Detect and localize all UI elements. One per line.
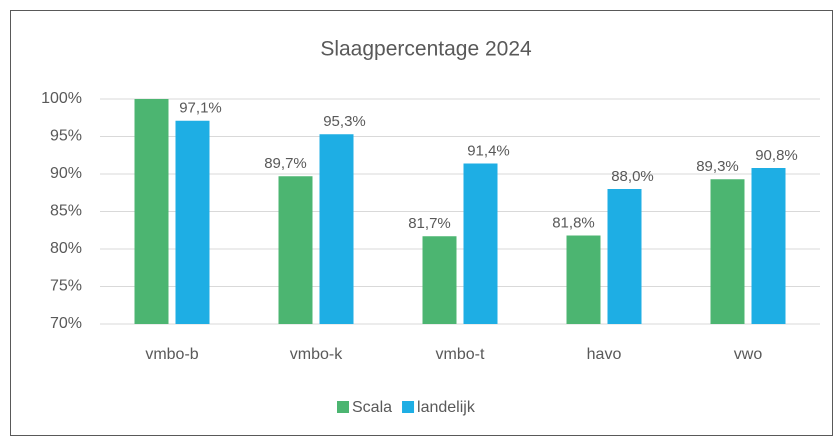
y-tick-label: 95%	[50, 128, 82, 145]
bar	[710, 179, 745, 324]
bar	[134, 99, 169, 324]
y-tick-label: 85%	[50, 203, 82, 220]
bar	[422, 236, 457, 324]
legend-label: landelijk	[417, 399, 476, 416]
bar	[319, 134, 354, 324]
bar	[463, 163, 498, 324]
x-tick-label: vmbo-b	[145, 346, 198, 363]
legend-label: Scala	[352, 399, 392, 416]
bar	[278, 176, 313, 324]
value-label: 88,0%	[611, 168, 654, 185]
legend-swatch	[337, 401, 349, 413]
value-label: 90,8%	[755, 147, 798, 164]
x-tick-label: vmbo-t	[436, 346, 485, 363]
x-tick-label: vmbo-k	[290, 346, 343, 363]
bar	[751, 168, 786, 324]
value-label: 95,3%	[323, 113, 366, 130]
value-label: 89,7%	[264, 155, 307, 172]
chart-title: Slaagpercentage 2024	[320, 38, 532, 61]
y-tick-label: 75%	[50, 278, 82, 295]
x-tick-label: vwo	[734, 346, 763, 363]
y-tick-label: 80%	[50, 240, 82, 257]
bar	[175, 120, 210, 324]
legend-swatch	[402, 401, 415, 413]
value-label: 89,3%	[696, 158, 739, 175]
value-label: 97,1%	[179, 100, 222, 117]
y-tick-label: 70%	[50, 315, 82, 332]
y-tick-label: 100%	[41, 90, 82, 107]
value-label: 81,8%	[552, 214, 595, 231]
value-label: 91,4%	[467, 142, 510, 159]
bar	[607, 189, 642, 324]
y-tick-label: 90%	[50, 165, 82, 182]
bar	[566, 235, 601, 324]
x-tick-label: havo	[587, 346, 622, 363]
value-label: 81,7%	[408, 215, 451, 232]
